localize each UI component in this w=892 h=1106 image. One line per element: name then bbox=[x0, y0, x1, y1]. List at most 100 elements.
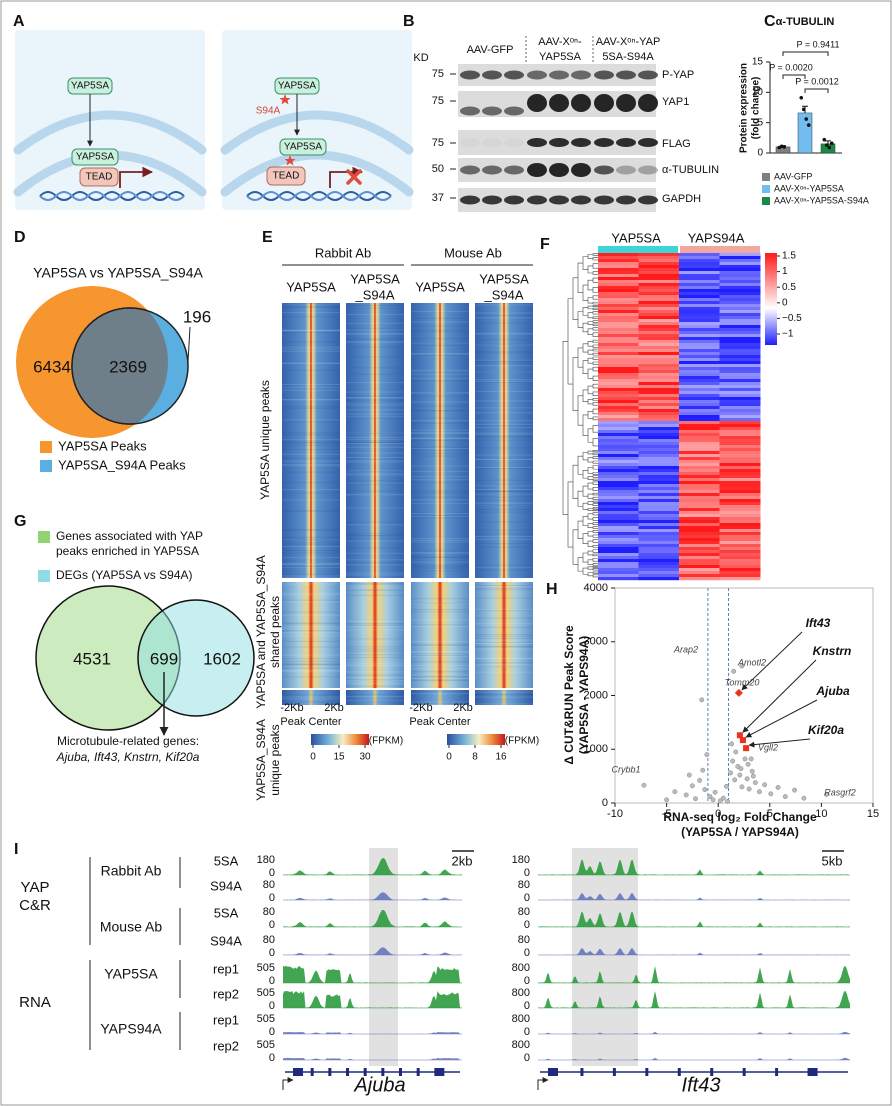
dendrogram bbox=[592, 348, 598, 352]
blot-band bbox=[482, 195, 502, 205]
heatmap-cell bbox=[638, 553, 680, 557]
heatmap-texture bbox=[411, 432, 469, 434]
heatmap-texture bbox=[475, 569, 533, 571]
heatmap-texture bbox=[475, 610, 533, 612]
dendrogram bbox=[592, 492, 598, 496]
heatmap-cell bbox=[719, 541, 761, 545]
heatmap-cell bbox=[719, 379, 761, 383]
heatmap-cell bbox=[679, 541, 720, 545]
blot-band bbox=[594, 138, 614, 147]
point bbox=[697, 777, 703, 783]
legend-swatch bbox=[762, 197, 770, 205]
heatmap-cell bbox=[598, 478, 639, 482]
point bbox=[744, 776, 750, 782]
heatmap-cell bbox=[719, 256, 761, 260]
heatmap-texture bbox=[282, 316, 340, 318]
heatmap-cell bbox=[638, 538, 680, 542]
heatmap-texture bbox=[346, 441, 404, 443]
heatmap-texture bbox=[411, 556, 469, 558]
heatmap-cell bbox=[598, 538, 639, 542]
heatmap-texture bbox=[282, 549, 340, 551]
point bbox=[737, 772, 743, 778]
heatmap-texture bbox=[282, 626, 340, 628]
label: TEAD bbox=[273, 171, 300, 182]
heatmap-cell bbox=[679, 355, 720, 359]
point-highlight bbox=[743, 745, 750, 752]
heatmap-texture bbox=[411, 380, 469, 382]
heatmap-cell bbox=[598, 577, 639, 581]
heatmap-cell bbox=[638, 346, 680, 350]
heatmap-texture bbox=[346, 562, 404, 564]
heatmap-cell bbox=[638, 502, 680, 506]
heatmap-cell bbox=[638, 385, 680, 389]
heatmap-texture bbox=[411, 619, 469, 621]
heatmap-cell bbox=[598, 466, 639, 470]
heatmap-cell bbox=[679, 256, 720, 260]
blot-band bbox=[482, 70, 502, 80]
blot-band bbox=[571, 163, 591, 177]
heatmap-texture bbox=[475, 400, 533, 402]
heatmap-texture bbox=[411, 479, 469, 481]
gene-name: Ajuba bbox=[353, 1074, 405, 1096]
heatmap-texture bbox=[475, 643, 533, 645]
point bbox=[728, 770, 734, 776]
heatmap-texture bbox=[346, 346, 404, 348]
heatmap-cell bbox=[679, 343, 720, 347]
blot-band bbox=[527, 94, 547, 112]
heatmap-cell bbox=[598, 328, 639, 332]
heatmap-cell bbox=[719, 553, 761, 557]
heatmap-cell bbox=[679, 493, 720, 497]
heatmap-cell bbox=[638, 523, 680, 527]
point bbox=[730, 758, 736, 764]
heatmap-cell bbox=[598, 346, 639, 350]
heatmap-texture bbox=[475, 359, 533, 361]
heatmap-texture bbox=[411, 567, 469, 569]
dendrogram bbox=[567, 481, 573, 548]
point bbox=[757, 789, 762, 795]
heatmap-texture bbox=[475, 694, 533, 696]
heatmap-texture bbox=[282, 387, 340, 389]
legend-swatch bbox=[38, 570, 50, 582]
heatmap-texture bbox=[475, 454, 533, 456]
heatmap-cell bbox=[679, 331, 720, 335]
heatmap-cell bbox=[598, 406, 639, 410]
heatmap-cell bbox=[598, 574, 639, 578]
heatmap-cell bbox=[719, 469, 761, 473]
heatmap-texture bbox=[411, 561, 469, 563]
heatmap-cell bbox=[719, 376, 761, 380]
heatmap-cell bbox=[638, 499, 680, 503]
dendrogram bbox=[592, 253, 598, 256]
heatmap-cell bbox=[719, 313, 761, 317]
heatmap-cell bbox=[679, 391, 720, 395]
blot-band bbox=[527, 70, 547, 80]
signal-track bbox=[283, 991, 462, 1008]
heatmap-cell bbox=[598, 430, 639, 434]
point bbox=[768, 791, 774, 797]
dendrogram bbox=[587, 297, 593, 304]
signal-track bbox=[538, 966, 850, 983]
heatmap-texture bbox=[346, 474, 404, 476]
blot-band bbox=[549, 94, 569, 112]
heatmap-cell bbox=[598, 259, 639, 263]
heatmap-texture bbox=[346, 620, 404, 622]
heatmap-cell bbox=[719, 457, 761, 461]
heatmap-cell bbox=[598, 529, 639, 533]
heatmap-texture bbox=[411, 476, 469, 478]
point bbox=[720, 795, 726, 801]
heatmap-cell bbox=[679, 397, 720, 401]
dendrogram bbox=[572, 277, 578, 320]
heatmap-cell bbox=[638, 415, 680, 419]
point bbox=[672, 789, 678, 795]
heatmap-texture bbox=[346, 446, 404, 448]
heatmap-texture bbox=[411, 701, 469, 703]
heatmap-cell bbox=[598, 304, 639, 308]
heatmap-texture bbox=[346, 338, 404, 340]
heatmap-texture bbox=[346, 440, 404, 442]
heatmap-texture bbox=[411, 371, 469, 373]
heatmap-cell bbox=[679, 430, 720, 434]
dendrogram bbox=[587, 493, 593, 499]
heatmap-cell bbox=[598, 427, 639, 431]
heatmap-cell bbox=[598, 499, 639, 503]
heatmap-texture bbox=[475, 587, 533, 589]
heatmap-texture bbox=[346, 671, 404, 673]
